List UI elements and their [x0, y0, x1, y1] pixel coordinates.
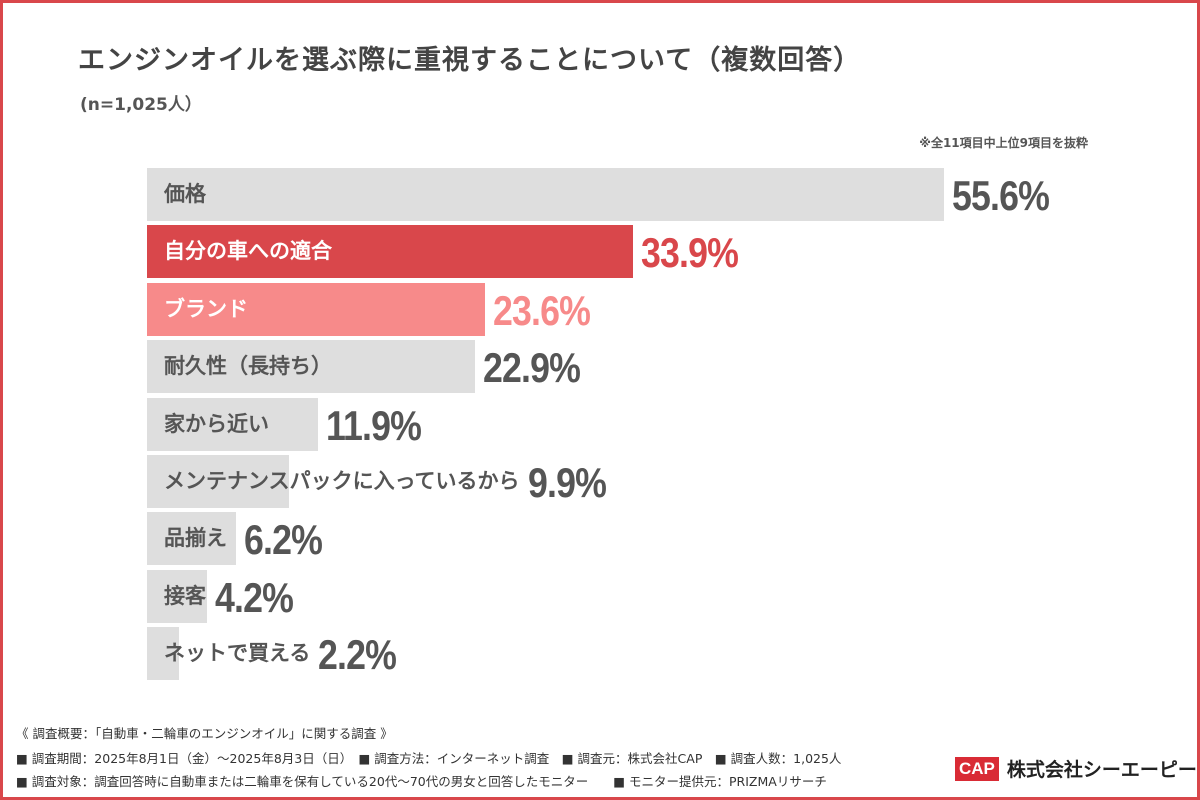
bar — [147, 282, 486, 336]
bar-label: 自分の車への適合 — [164, 239, 332, 264]
value-label: 33.9% — [640, 229, 739, 277]
value-label: 9.9% — [527, 459, 607, 506]
bar-label: 家から近い — [164, 411, 269, 436]
logo-mark: CAP — [955, 756, 999, 781]
bar-label: 接客 — [164, 583, 206, 608]
bar — [147, 569, 208, 623]
bar-label: ネットで買える — [164, 641, 311, 666]
company-logo: CAP 株式会社シーエーピー — [955, 755, 1197, 782]
chart-subtitle: (n=1,025人） — [80, 95, 202, 115]
footer-line2: ■ 調査対象：調査回答時に自動車または二輪車を保有している20代〜70代の男女と… — [16, 774, 827, 789]
bar-chart: 価格 55.6% 自分の車への適合 33.9% ブランド 23.6% 耐久性（長持ち） 22.… — [147, 168, 1050, 681]
chart-title: エンジンオイルを選ぶ際に重視することについて（複数回答） — [78, 45, 862, 76]
value-label: 23.6% — [493, 286, 591, 334]
bar — [147, 340, 476, 394]
bar-label: ブランド — [164, 296, 248, 321]
bar — [147, 397, 318, 451]
value-label: 55.6% — [952, 172, 1050, 219]
value-label: 22.9% — [483, 344, 581, 392]
footer-heading: 《 調査概要：「自動車・二輪車のエンジンオイル」に関する調査 》 — [16, 726, 393, 741]
bar — [147, 512, 236, 566]
bar — [147, 168, 944, 221]
value-label: 4.2% — [215, 573, 294, 621]
bar-label: 耐久性（長持ち） — [164, 354, 332, 379]
value-label: 6.2% — [243, 516, 323, 564]
footer-line1: ■ 調査期間：2025年8月1日（金）〜2025年8月3日（日） ■ 調査方法：… — [16, 751, 842, 766]
bar-label: 品揃え — [164, 526, 227, 551]
logo-name: 株式会社シーエーピー — [1006, 759, 1197, 781]
bar-label: メンテナンスパックに入っているから — [164, 469, 520, 493]
bar-label: 価格 — [164, 182, 206, 206]
chart-note: ※全11項目中上位9項目を抜粋 — [919, 136, 1088, 150]
bar — [147, 627, 179, 681]
value-label: 11.9% — [325, 401, 422, 449]
value-label: 2.2% — [318, 631, 397, 679]
bar — [147, 225, 633, 279]
bar — [147, 455, 289, 508]
